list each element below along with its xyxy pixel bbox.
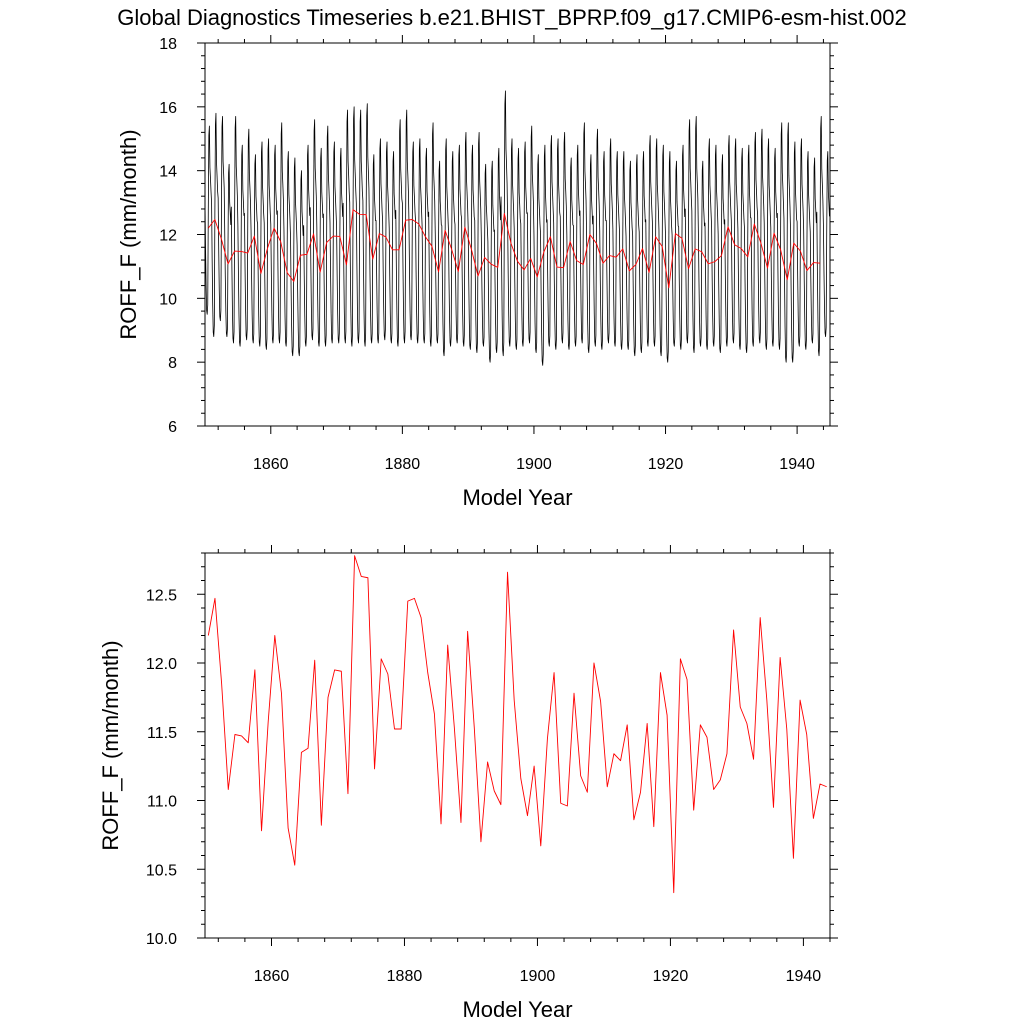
y-tick-label: 11.0: [147, 794, 177, 811]
bottom-panel: 1860 1880 1900 1920 1940 10.0 10.5 11.0 11.5 12.0…: [98, 545, 838, 1022]
x-tick-label: 1920: [648, 456, 684, 473]
x-tick-label: 1860: [253, 456, 289, 473]
y-tick-label: 8: [168, 355, 177, 372]
y-tick-label: 18: [159, 36, 177, 53]
top-panel: 1860 1880 1900 1920 1940 6 8 10 12 14 16 18 Model Ye…: [116, 35, 838, 510]
x-tick-label: 1900: [516, 456, 552, 473]
x-tick-label: 1920: [653, 968, 689, 985]
y-axis-label: ROFF_F (mm/month): [98, 640, 123, 850]
x-tick-label: 1940: [786, 968, 822, 985]
x-tick-label: 1940: [779, 456, 815, 473]
x-axis-label: Model Year: [462, 997, 572, 1022]
series-line-annual: [207, 555, 827, 894]
chart-title: Global Diagnostics Timeseries b.e21.BHIS…: [117, 5, 907, 30]
x-axis-label: Model Year: [462, 485, 572, 510]
y-tick-label: 14: [159, 164, 177, 181]
plot-frame: [204, 552, 831, 939]
x-tick-label: 1860: [254, 968, 290, 985]
y-tick-label: 12: [159, 228, 177, 245]
y-tick-label: 12.5: [146, 587, 177, 604]
x-tick-label: 1880: [387, 968, 423, 985]
y-tick-label: 10.0: [146, 931, 177, 948]
y-tick-label: 11.5: [147, 725, 177, 742]
series-line-monthly: [204, 90, 830, 366]
y-axis-label: ROFF_F (mm/month): [116, 129, 141, 339]
series-line-annual: [207, 209, 821, 289]
y-tick-label: 6: [168, 419, 177, 436]
y-tick-label: 10.5: [146, 862, 177, 879]
x-tick-label: 1880: [385, 456, 421, 473]
x-tick-label: 1900: [520, 968, 556, 985]
y-tick-label: 16: [159, 100, 177, 117]
y-tick-label: 12.0: [146, 656, 177, 673]
y-tick-label: 10: [159, 291, 177, 308]
